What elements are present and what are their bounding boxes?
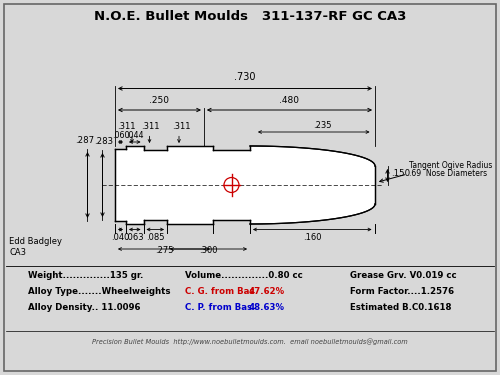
Text: .311: .311 [172,122,190,131]
Text: .300: .300 [199,246,218,255]
Text: Precision Bullet Moulds  http://www.noebulletmoulds.com.  email noebulletmoulds@: Precision Bullet Moulds http://www.noebu… [92,338,408,345]
Text: 47.62%: 47.62% [249,286,285,296]
Text: .69  Nose Diameters: .69 Nose Diameters [409,169,487,178]
Text: .311: .311 [141,122,159,131]
Polygon shape [115,146,375,224]
Text: .235: .235 [313,121,332,130]
Text: Grease Grv. V0.019 cc: Grease Grv. V0.019 cc [350,270,457,279]
Text: .480: .480 [280,96,299,105]
Text: N.O.E. Bullet Moulds   311-137-RF GC CA3: N.O.E. Bullet Moulds 311-137-RF GC CA3 [94,9,406,22]
Text: .060: .060 [112,130,129,140]
Text: Edd Badgley: Edd Badgley [9,237,62,246]
Text: .150: .150 [392,168,410,177]
Text: .160: .160 [303,233,322,242]
Text: Tangent Ogive Radius: Tangent Ogive Radius [409,160,492,170]
Text: .287: .287 [76,136,94,145]
Text: Estimated B.C0.1618: Estimated B.C0.1618 [350,303,452,312]
Text: Alloy Density.. 11.0096: Alloy Density.. 11.0096 [28,303,140,312]
Text: Alloy Type.......Wheelweights: Alloy Type.......Wheelweights [28,286,170,296]
Text: C. P. from Bas: C. P. from Bas [185,303,252,312]
Text: .283: .283 [94,137,113,146]
Text: .063: .063 [126,233,144,242]
Text: 48.63%: 48.63% [249,303,285,312]
Text: .275: .275 [155,246,174,255]
Text: .311: .311 [117,122,136,131]
Text: Form Factor....1.2576: Form Factor....1.2576 [350,286,454,296]
Text: .040: .040 [112,233,130,242]
Text: Volume..............0.80 cc: Volume..............0.80 cc [185,270,303,279]
Text: .730: .730 [234,72,256,82]
Text: CA3: CA3 [9,248,26,257]
Text: Weight..............135 gr.: Weight..............135 gr. [28,270,143,279]
Text: .044: .044 [126,130,144,140]
Text: .250: .250 [150,96,170,105]
Text: C. G. from Bas: C. G. from Bas [185,286,254,296]
Text: .085: .085 [146,233,165,242]
